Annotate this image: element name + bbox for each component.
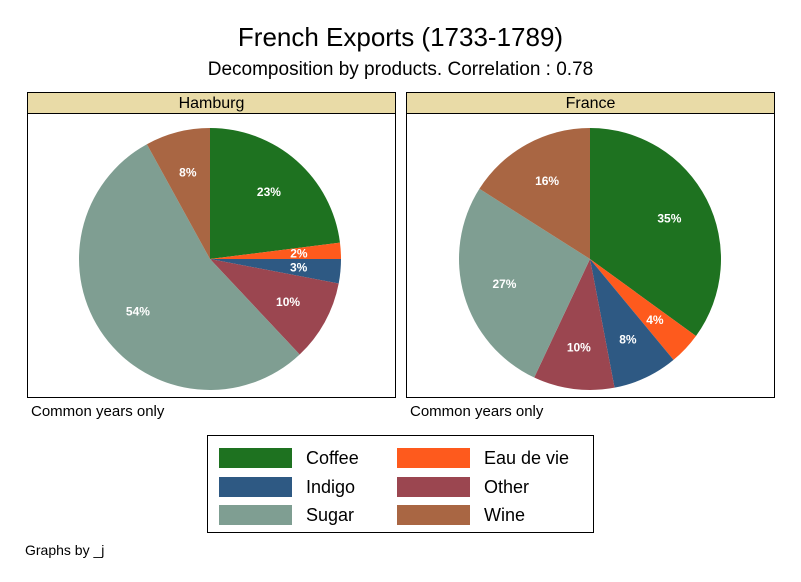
legend-swatch-coffee: [219, 448, 292, 468]
slice-hamburg-eau-de-vie: [210, 242, 341, 259]
slice-label-hamburg-sugar: 54%: [126, 304, 150, 318]
slice-france-sugar: [459, 188, 590, 378]
pie-hamburg: 23% 2%3% 10% 54% 8%: [79, 128, 341, 390]
slice-hamburg-indigo: [210, 259, 341, 284]
legend-label-other: Other: [484, 477, 530, 497]
slice-label-france-indigo: 8%: [619, 333, 637, 347]
slice-label-france-coffee: 35%: [657, 212, 681, 226]
slice-france-wine: [479, 128, 590, 259]
graphs-by-note: Graphs by _j: [25, 542, 105, 558]
slice-hamburg-wine: [146, 128, 210, 259]
slice-label-france-other: 10%: [567, 340, 591, 354]
slice-label-hamburg-eau-de-vie: 2%: [290, 246, 308, 260]
slice-label-france-wine: 16%: [535, 174, 559, 188]
chart-subtitle: Decomposition by products. Correlation :…: [207, 59, 594, 80]
legend-label-eau-de-vie: Eau de vie: [484, 448, 570, 468]
legend-swatch-eau-de-vie: [397, 448, 470, 468]
legend-label-sugar: Sugar: [306, 505, 355, 525]
legend: Coffee Eau de vie Indigo Other Sugar Win…: [207, 435, 594, 533]
note-france: Common years only: [410, 403, 544, 420]
slice-hamburg-other: [210, 259, 339, 355]
slice-hamburg-coffee: [210, 128, 340, 259]
chart-title: French Exports (1733-1789): [237, 22, 564, 52]
slice-label-france-sugar: 27%: [492, 277, 516, 291]
slice-label-hamburg-coffee: 23%: [257, 185, 281, 199]
legend-swatch-wine: [397, 505, 470, 525]
legend-swatch-sugar: [219, 505, 292, 525]
legend-label-coffee: Coffee: [306, 448, 359, 468]
slice-france-indigo: [590, 259, 674, 388]
slice-label-hamburg-wine: 8%: [179, 166, 197, 180]
legend-label-wine: Wine: [484, 505, 526, 525]
legend-swatch-other: [397, 477, 470, 497]
note-hamburg: Common years only: [31, 403, 165, 420]
slice-france-eau-de-vie: [590, 259, 696, 360]
panel-header-france: France: [406, 92, 775, 114]
legend-label-indigo: Indigo: [306, 477, 356, 497]
pie-france: 35% 4% 8% 10% 27% 16%: [459, 128, 722, 390]
slice-france-other: [534, 259, 615, 390]
slice-label-hamburg-indigo: 3%: [290, 260, 308, 274]
slice-label-france-eau-de-vie: 4%: [646, 313, 664, 327]
panel-header-hamburg: Hamburg: [27, 92, 396, 114]
legend-swatch-indigo: [219, 477, 292, 497]
slice-france-coffee: [590, 128, 722, 336]
slice-hamburg-sugar: [79, 144, 300, 390]
slice-label-hamburg-other: 10%: [276, 295, 300, 309]
